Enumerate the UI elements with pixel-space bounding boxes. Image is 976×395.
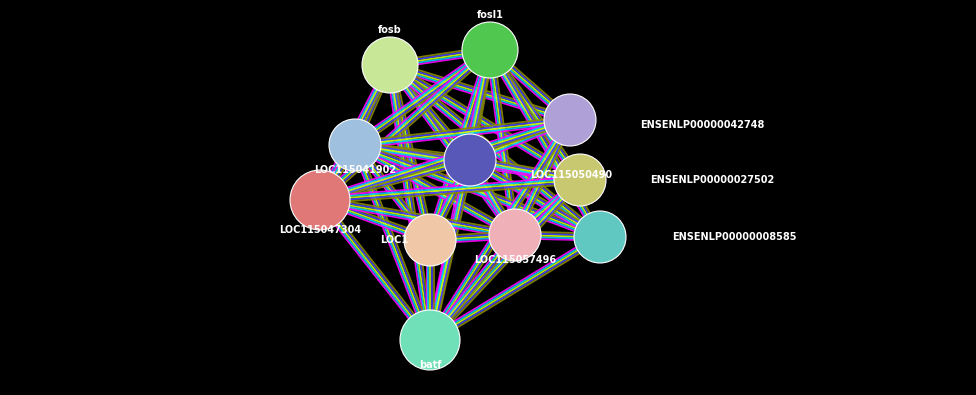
Ellipse shape — [400, 310, 460, 370]
Ellipse shape — [290, 170, 350, 230]
Ellipse shape — [362, 37, 418, 93]
Text: fosb: fosb — [378, 25, 402, 35]
Ellipse shape — [444, 134, 496, 186]
Text: ENSENLP00000027502: ENSENLP00000027502 — [650, 175, 774, 185]
Ellipse shape — [554, 154, 606, 206]
Text: LOC115057496: LOC115057496 — [474, 255, 556, 265]
Text: ENSENLP00000042748: ENSENLP00000042748 — [640, 120, 764, 130]
Text: LOC115041902: LOC115041902 — [314, 165, 396, 175]
Text: LOC115050490: LOC115050490 — [530, 170, 612, 180]
Ellipse shape — [544, 94, 596, 146]
Ellipse shape — [462, 22, 518, 78]
Text: ENSENLP00000008585: ENSENLP00000008585 — [672, 232, 796, 242]
Ellipse shape — [574, 211, 626, 263]
Text: LOC115047304: LOC115047304 — [279, 225, 361, 235]
Text: LOC1: LOC1 — [380, 235, 408, 245]
Text: batf: batf — [419, 360, 441, 370]
Text: fosl1: fosl1 — [476, 10, 504, 20]
Ellipse shape — [489, 209, 541, 261]
Ellipse shape — [404, 214, 456, 266]
Ellipse shape — [329, 119, 381, 171]
